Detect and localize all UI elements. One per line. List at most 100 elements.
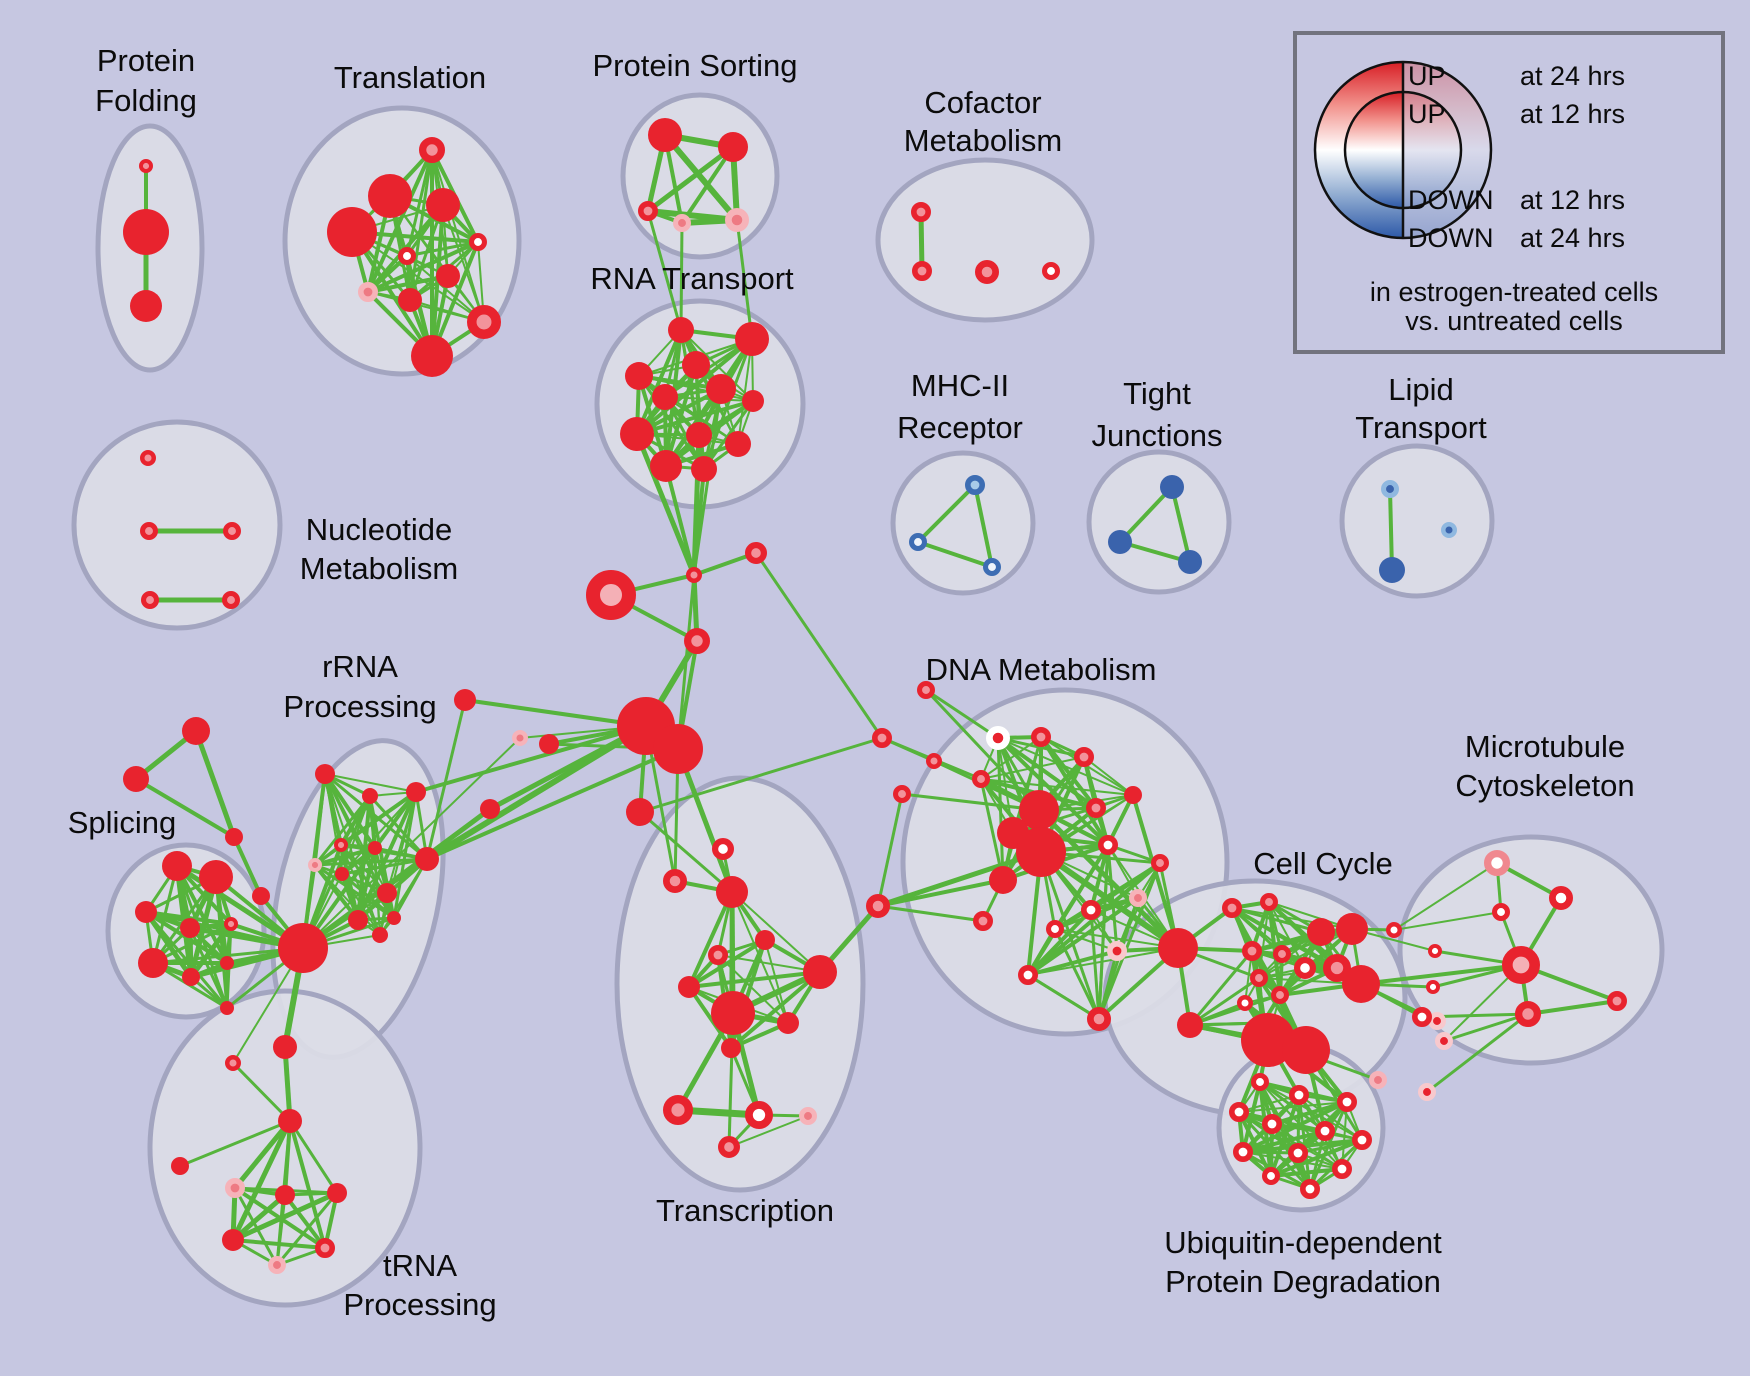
node-135 [1241, 1013, 1295, 1067]
edge [230, 1119, 293, 1242]
edge [680, 145, 735, 225]
edge [731, 891, 821, 973]
node-104 [972, 770, 991, 789]
edge [1118, 485, 1174, 544]
node-153 [1337, 1092, 1358, 1113]
edge [179, 1119, 291, 1168]
node-90 [777, 1012, 799, 1034]
node-140 [1428, 1012, 1447, 1031]
edge [301, 806, 492, 951]
cluster-label-ubiquitin-degradation-line1: Ubiquitin-dependent [1164, 1225, 1442, 1260]
node-83 [662, 868, 687, 893]
cluster-label-trna-processing-line2: Processing [343, 1287, 496, 1322]
edge [877, 849, 1042, 909]
cluster-label-dna-metabolism-line1: DNA Metabolism [926, 652, 1157, 687]
edge [425, 699, 467, 860]
node-110 [1124, 786, 1142, 804]
node-127 [1293, 957, 1316, 980]
legend-inner-right [1403, 92, 1461, 208]
edge [379, 858, 428, 936]
edge [679, 222, 684, 331]
edge [314, 863, 395, 920]
node-75 [275, 1185, 295, 1205]
edge [675, 748, 735, 893]
edge [1106, 844, 1119, 952]
node-105 [1086, 797, 1107, 818]
legend-state-1: UP [1408, 99, 1446, 129]
edge [1393, 862, 1498, 931]
node-1 [123, 209, 169, 255]
node-57 [362, 788, 378, 804]
node-158 [1233, 1142, 1254, 1163]
node-174 [1381, 479, 1400, 498]
cluster-label-microtubule-cytoskeleton-line1: Microtubule [1465, 729, 1625, 764]
edge [729, 970, 822, 1050]
node-71 [273, 1035, 297, 1059]
edge [288, 1120, 327, 1249]
node-88 [678, 976, 700, 998]
edge [1251, 927, 1353, 953]
edge [275, 1192, 339, 1266]
edge [193, 730, 237, 838]
cluster-label-microtubule-cytoskeleton-line2: Cytoskeleton [1455, 768, 1634, 803]
edge [1238, 1101, 1348, 1113]
legend-state-3: DOWN [1408, 223, 1493, 253]
cluster-tight-junctions [1086, 449, 1232, 595]
node-68 [454, 689, 476, 711]
node-92 [663, 1094, 694, 1125]
node-100 [917, 681, 936, 700]
node-74 [225, 1178, 246, 1199]
edge [1270, 1138, 1363, 1178]
node-65 [348, 910, 368, 930]
edge [232, 836, 263, 897]
cluster-label-lipid-transport-line1: Lipid [1388, 372, 1454, 407]
node-95 [718, 1135, 741, 1158]
node-31 [686, 422, 712, 448]
edge [1270, 1167, 1343, 1178]
node-3 [419, 136, 446, 163]
node-113 [972, 910, 993, 931]
node-126 [1273, 945, 1292, 964]
node-130 [1250, 969, 1269, 988]
edge [431, 149, 485, 323]
node-106 [1019, 790, 1059, 830]
edge [1231, 906, 1322, 934]
node-30 [620, 417, 654, 451]
edge [1393, 911, 1502, 931]
edge [145, 910, 232, 926]
node-70 [480, 799, 500, 819]
edge [282, 1046, 293, 1122]
edge [1053, 928, 1101, 1020]
edge [144, 911, 229, 1009]
node-60 [307, 858, 322, 873]
edge [313, 795, 372, 866]
node-73 [171, 1157, 189, 1175]
node-109 [989, 866, 1017, 894]
cluster-label-mhc-ii-receptor-line2: Receptor [897, 410, 1023, 445]
node-120 [1158, 928, 1198, 968]
edge [406, 240, 479, 258]
legend-time-3: at 24 hrs [1520, 223, 1625, 253]
edge [175, 865, 229, 964]
edge [366, 149, 434, 293]
edge [134, 777, 236, 839]
node-111 [1098, 834, 1119, 855]
node-2 [130, 290, 162, 322]
node-82 [712, 838, 735, 861]
node-171 [1160, 475, 1184, 499]
node-131 [1271, 986, 1290, 1005]
edge [231, 1193, 287, 1242]
edge [1083, 756, 1134, 796]
node-28 [652, 384, 678, 410]
node-145 [1501, 946, 1540, 985]
edge [426, 747, 679, 861]
edge [639, 810, 733, 894]
node-49 [135, 901, 157, 923]
node-35 [685, 566, 702, 583]
node-32 [725, 431, 751, 457]
edge [1170, 486, 1192, 563]
cluster-nucleotide-metabolism [71, 419, 283, 631]
node-154 [1229, 1102, 1250, 1123]
edge [1026, 908, 1093, 977]
node-176 [1440, 521, 1457, 538]
